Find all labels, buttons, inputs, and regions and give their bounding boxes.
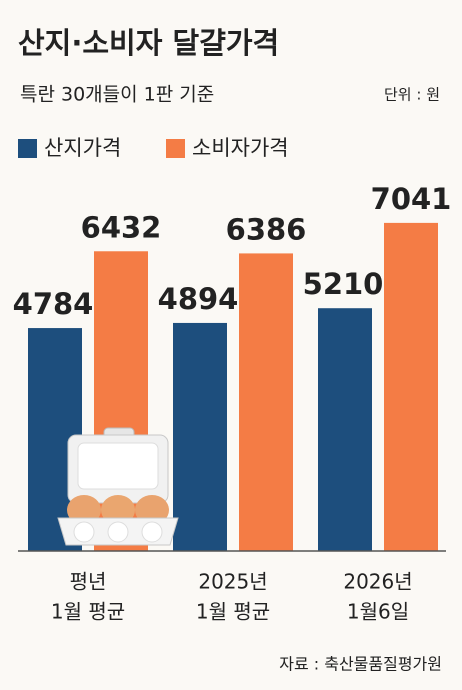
value-label: 6386 bbox=[226, 212, 307, 246]
legend-swatch bbox=[166, 139, 185, 158]
x-tick-label: 2025년 bbox=[198, 570, 267, 594]
x-tick-label: 1월 평균 bbox=[196, 600, 270, 624]
value-label: 4894 bbox=[158, 282, 239, 316]
egg-carton-illustration bbox=[57, 427, 179, 546]
bar bbox=[239, 253, 293, 551]
source: 자료 : 축산물품질평가원 bbox=[279, 655, 442, 674]
value-label: 7041 bbox=[371, 182, 452, 216]
bar bbox=[384, 222, 438, 551]
value-label: 6432 bbox=[81, 210, 162, 244]
x-tick-label: 1월 평균 bbox=[51, 600, 125, 624]
value-label: 4784 bbox=[13, 287, 94, 321]
x-tick-label: 평년 bbox=[70, 570, 107, 594]
unit-note: 단위 : 원 bbox=[384, 86, 440, 104]
chart-title: 산지·소비자 달걀가격 bbox=[18, 26, 279, 60]
bar bbox=[173, 322, 227, 551]
legend-swatch bbox=[18, 139, 37, 158]
value-label: 5210 bbox=[303, 267, 384, 301]
subtitle: 특란 30개들이 1판 기준 bbox=[20, 84, 214, 106]
x-tick-label: 1월6일 bbox=[347, 600, 409, 624]
bar bbox=[318, 308, 372, 551]
legend-label: 소비자가격 bbox=[192, 136, 289, 160]
x-tick-label: 2026년 bbox=[343, 570, 412, 594]
legend-label: 산지가격 bbox=[44, 136, 121, 160]
